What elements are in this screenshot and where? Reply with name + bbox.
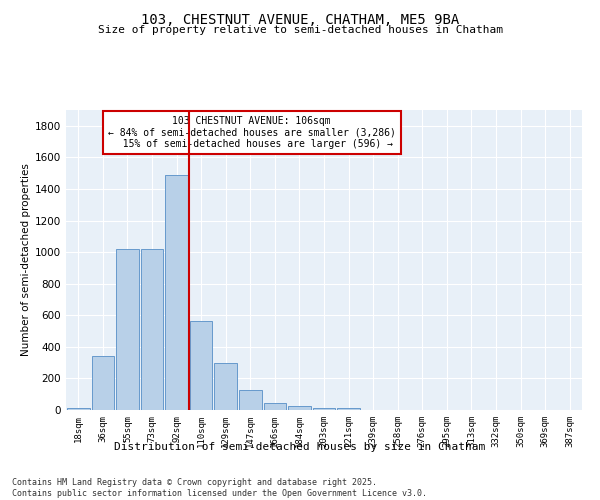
Bar xyxy=(313,408,335,410)
Bar xyxy=(165,174,188,410)
Bar xyxy=(140,249,163,410)
Bar xyxy=(190,321,212,410)
Bar xyxy=(288,406,311,410)
Text: 103 CHESTNUT AVENUE: 106sqm
← 84% of semi-detached houses are smaller (3,286)
  : 103 CHESTNUT AVENUE: 106sqm ← 84% of sem… xyxy=(108,116,395,149)
Y-axis label: Number of semi-detached properties: Number of semi-detached properties xyxy=(21,164,31,356)
Text: Size of property relative to semi-detached houses in Chatham: Size of property relative to semi-detach… xyxy=(97,25,503,35)
Bar xyxy=(337,408,360,410)
Text: 103, CHESTNUT AVENUE, CHATHAM, ME5 9BA: 103, CHESTNUT AVENUE, CHATHAM, ME5 9BA xyxy=(141,12,459,26)
Bar xyxy=(239,390,262,410)
Bar xyxy=(263,403,286,410)
Bar xyxy=(92,356,114,410)
Bar xyxy=(214,362,237,410)
Bar xyxy=(67,408,89,410)
Text: Contains HM Land Registry data © Crown copyright and database right 2025.
Contai: Contains HM Land Registry data © Crown c… xyxy=(12,478,427,498)
Text: Distribution of semi-detached houses by size in Chatham: Distribution of semi-detached houses by … xyxy=(115,442,485,452)
Bar xyxy=(116,249,139,410)
